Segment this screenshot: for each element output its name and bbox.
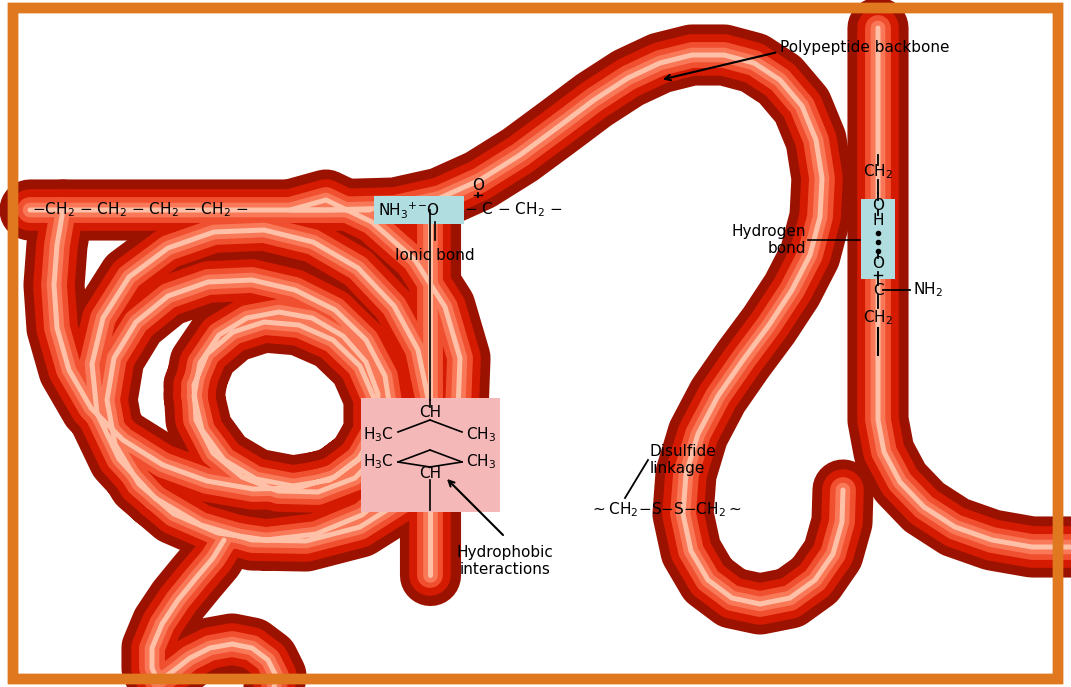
- Text: $-$ C $-$ CH$_2$ $-$: $-$ C $-$ CH$_2$ $-$: [464, 201, 562, 219]
- Text: CH$_3$: CH$_3$: [466, 453, 496, 471]
- FancyBboxPatch shape: [861, 199, 895, 279]
- Text: Polypeptide backbone: Polypeptide backbone: [780, 39, 950, 54]
- FancyBboxPatch shape: [361, 398, 500, 512]
- Text: Disulfide
linkage: Disulfide linkage: [650, 444, 716, 476]
- Text: Hydrogen
bond: Hydrogen bond: [731, 224, 806, 256]
- Text: NH$_3$$^{+}$$^{-}$O: NH$_3$$^{+}$$^{-}$O: [378, 200, 440, 220]
- Text: CH$_2$: CH$_2$: [863, 308, 893, 327]
- Text: O: O: [872, 197, 884, 212]
- Text: $-$CH$_2$ $-$ CH$_2$ $-$ CH$_2$ $-$ CH$_2$ $-$: $-$CH$_2$ $-$ CH$_2$ $-$ CH$_2$ $-$ CH$_…: [32, 201, 248, 219]
- FancyBboxPatch shape: [374, 196, 464, 224]
- Text: Hydrophobic
interactions: Hydrophobic interactions: [456, 545, 554, 577]
- Text: C: C: [873, 282, 884, 297]
- Text: H$_3$C: H$_3$C: [363, 453, 394, 471]
- Text: CH$_2$: CH$_2$: [863, 163, 893, 181]
- Text: CH: CH: [419, 466, 441, 482]
- Text: O: O: [872, 256, 884, 271]
- Text: NH$_2$: NH$_2$: [912, 281, 944, 300]
- Text: $\sim$CH$_2$$-$S$-$S$-$CH$_2$$\sim$: $\sim$CH$_2$$-$S$-$S$-$CH$_2$$\sim$: [590, 501, 741, 519]
- Text: O: O: [472, 177, 484, 192]
- Text: H: H: [872, 212, 884, 227]
- Text: Ionic bond: Ionic bond: [395, 248, 474, 263]
- Text: CH: CH: [419, 405, 441, 420]
- Text: H$_3$C: H$_3$C: [363, 426, 394, 444]
- Text: CH$_3$: CH$_3$: [466, 426, 496, 444]
